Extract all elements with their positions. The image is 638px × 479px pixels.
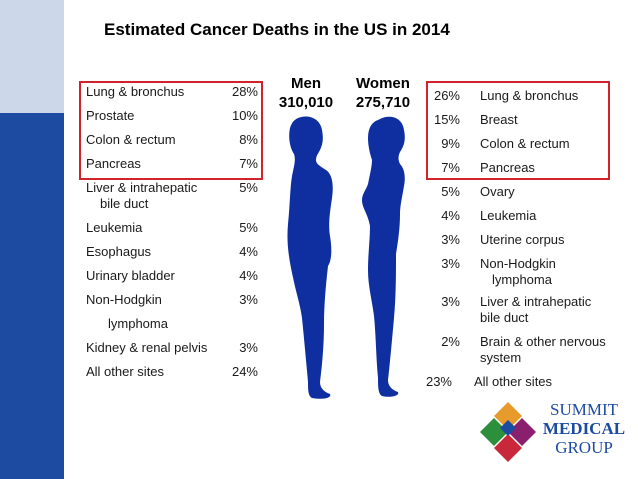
women-row-label: Leukemia <box>480 208 537 223</box>
men-heading: Men 310,010 <box>276 74 336 112</box>
men-row-label: Liver & intrahepatic <box>86 180 198 195</box>
men-row-label-line2: lymphoma <box>108 316 168 331</box>
women-row-label: Non-Hodgkin <box>480 256 556 271</box>
women-row-label: Lung & bronchus <box>480 88 579 103</box>
men-row-pct: 3% <box>239 292 258 307</box>
logo-line-group: GROUP <box>555 438 613 457</box>
women-total: 275,710 <box>355 94 411 111</box>
men-top4-highlight-box <box>79 81 263 180</box>
women-row-label: Breast <box>480 112 518 127</box>
men-row-label: Urinary bladder <box>86 268 175 283</box>
women-row-pct: 15% <box>433 112 460 127</box>
men-total: 310,010 <box>278 94 334 111</box>
female-silhouette-icon <box>362 116 405 397</box>
women-row-label: Uterine corpus <box>480 232 565 247</box>
women-heading: Women 275,710 <box>348 74 418 112</box>
women-row-pct: 7% <box>441 160 460 175</box>
women-row-pct: 9% <box>441 136 460 151</box>
women-row-pct: 4% <box>441 208 460 223</box>
men-row-label: Kidney & renal pelvis <box>86 340 208 355</box>
women-row-label-line2: system <box>480 350 522 365</box>
logo-wordmark: SUMMIT MEDICAL GROUP <box>538 400 630 457</box>
men-row-label: All other sites <box>86 364 165 379</box>
left-accent-bar-light <box>0 0 64 113</box>
women-row-label: Liver & intrahepatic <box>480 294 592 309</box>
male-silhouette-icon <box>287 116 333 399</box>
women-row-pct: 5% <box>441 184 460 199</box>
men-heading-label: Men <box>291 75 321 92</box>
women-row-label: Ovary <box>480 184 515 199</box>
logo-line-summit: SUMMIT <box>549 400 618 419</box>
women-row-pct: 3% <box>441 294 460 309</box>
logo-line-medical: MEDICAL <box>542 419 626 438</box>
women-row-label: Colon & rectum <box>480 136 570 151</box>
men-row-pct: 5% <box>239 220 258 235</box>
men-row-pct: 3% <box>239 340 258 355</box>
men-row-label: Esophagus <box>86 244 152 259</box>
women-row-pct: 3% <box>441 256 460 271</box>
women-row-pct: 3% <box>441 232 460 247</box>
men-row-label: Lung & bronchus <box>86 84 185 99</box>
left-accent-bar-dark <box>0 113 64 479</box>
summit-medical-group-logo <box>480 402 536 462</box>
women-row-label: All other sites <box>474 374 553 389</box>
women-heading-label: Women <box>356 75 410 92</box>
men-row-label: Colon & rectum <box>86 132 176 147</box>
men-row-pct: 10% <box>231 108 258 123</box>
men-row-pct: 24% <box>231 364 258 379</box>
women-row-label: Pancreas <box>480 160 535 175</box>
men-row-pct: 4% <box>239 244 258 259</box>
men-row-label: Pancreas <box>86 156 141 171</box>
men-row-pct: 5% <box>239 180 258 195</box>
men-row-pct: 28% <box>231 84 258 99</box>
men-row-pct: 8% <box>239 132 258 147</box>
men-row-label: Prostate <box>86 108 135 123</box>
women-row-pct: 23% <box>425 374 452 389</box>
women-row-label-line2: lymphoma <box>492 272 552 287</box>
men-row-pct: 7% <box>239 156 258 171</box>
women-row-pct: 2% <box>441 334 460 349</box>
women-row-label-line2: bile duct <box>480 310 529 325</box>
women-top4-highlight-box <box>426 81 610 180</box>
men-row-pct: 4% <box>239 268 258 283</box>
women-row-label: Brain & other nervous <box>480 334 606 349</box>
women-row-pct: 26% <box>433 88 460 103</box>
men-row-label: Non-Hodgkin <box>86 292 162 307</box>
men-row-label: Leukemia <box>86 220 143 235</box>
slide-title: Estimated Cancer Deaths in the US in 201… <box>104 20 450 39</box>
men-row-label-line2: bile duct <box>100 196 149 211</box>
